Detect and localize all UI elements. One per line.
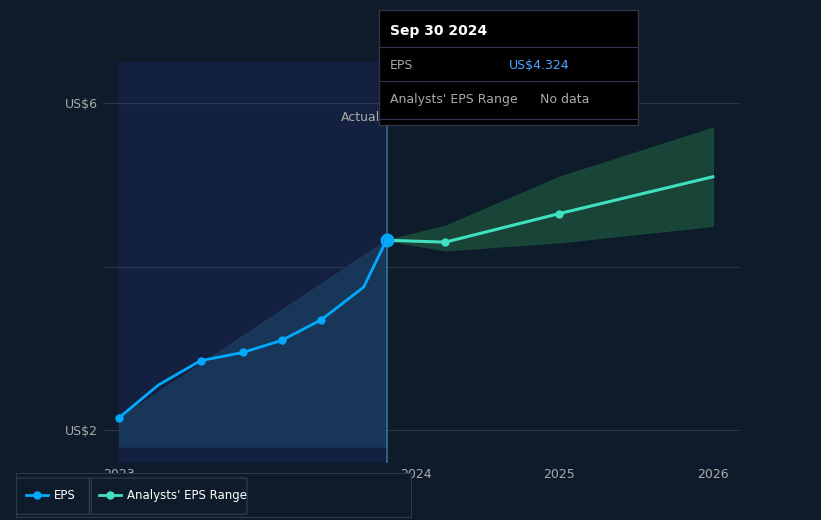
Text: Sep 30 2024: Sep 30 2024 <box>390 24 487 38</box>
Text: EPS: EPS <box>390 59 413 72</box>
Text: Analysts' EPS Range: Analysts' EPS Range <box>390 93 517 106</box>
Text: US$4.324: US$4.324 <box>509 59 569 72</box>
Text: Analysts' EPS Range: Analysts' EPS Range <box>126 489 247 502</box>
Text: EPS: EPS <box>54 489 76 502</box>
Text: No data: No data <box>539 93 589 106</box>
Text: Actual: Actual <box>341 111 380 124</box>
Text: Analysts Forecasts: Analysts Forecasts <box>400 111 516 124</box>
Bar <box>119 62 387 463</box>
